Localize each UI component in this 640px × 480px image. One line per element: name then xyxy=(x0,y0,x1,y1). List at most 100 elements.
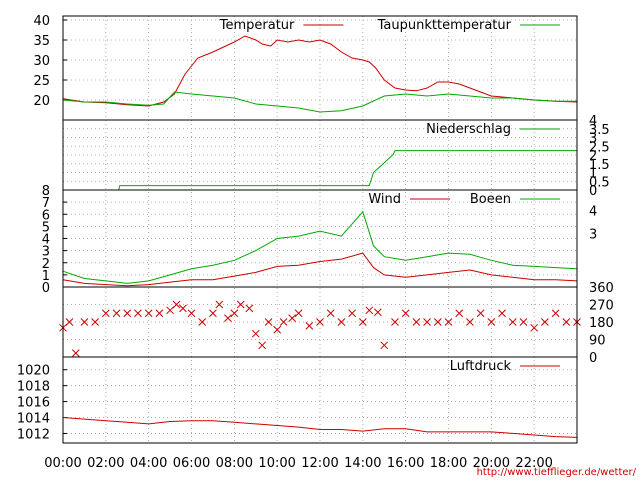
y-tick-label-right: 0 xyxy=(589,351,597,366)
y-tick-label-right: 3.5 xyxy=(589,123,610,138)
panel-frame xyxy=(62,356,578,444)
wind-direction-point xyxy=(209,309,217,318)
wind-direction-point xyxy=(551,309,560,318)
legend-label: Taupunkttemperatur xyxy=(377,18,512,33)
y-tick-label-left: 2 xyxy=(42,257,50,272)
wind-direction-point xyxy=(519,318,528,326)
y-tick-label-left: 20 xyxy=(33,94,50,109)
x-tick-label: 10:00 xyxy=(258,456,295,471)
series-line xyxy=(62,210,578,284)
wind-direction-point xyxy=(144,309,153,318)
y-tick-label-left: 1018 xyxy=(17,380,50,395)
wind-direction-point xyxy=(316,318,324,326)
y-tick-label-right: 360 xyxy=(589,281,614,296)
wind-direction-point xyxy=(294,309,303,318)
wind-direction-point xyxy=(224,314,232,322)
series-line xyxy=(62,35,578,107)
y-tick-label-right: 180 xyxy=(589,316,614,331)
wind-direction-point xyxy=(466,318,474,326)
wind-direction-point xyxy=(198,318,207,326)
x-tick-label: 16:00 xyxy=(387,456,424,471)
wind-direction-point xyxy=(215,300,224,309)
wind-direction-point xyxy=(508,318,517,326)
wind-direction-point xyxy=(91,318,99,326)
series-line xyxy=(62,91,577,113)
wind-direction-point xyxy=(358,318,367,326)
wind-direction-point xyxy=(179,304,187,313)
wind-direction-point xyxy=(258,341,267,350)
wind-direction-point xyxy=(337,318,346,326)
y-tick-label-left: 1 xyxy=(42,269,50,284)
wind-direction-point xyxy=(365,306,374,315)
y-tick-label-right: 4 xyxy=(589,205,597,220)
x-tick-label: 02:00 xyxy=(87,456,124,471)
legend-label: Luftdruck xyxy=(450,359,512,374)
wind-direction-point xyxy=(562,318,571,326)
wind-direction-point xyxy=(530,323,539,332)
y-tick-label-right: 0 xyxy=(589,184,597,199)
wind-direction-point xyxy=(391,318,399,326)
y-tick-label-left: 7 xyxy=(42,196,50,211)
legend-label: Wind xyxy=(368,192,401,207)
wind-direction-point xyxy=(288,314,297,322)
wind-direction-point xyxy=(236,300,245,309)
y-tick-label-right: 2 xyxy=(589,149,597,164)
legend-label: Niederschlag xyxy=(426,122,511,137)
wind-direction-point xyxy=(155,309,164,318)
y-tick-label-left: 5 xyxy=(42,220,50,235)
wind-direction-point xyxy=(245,304,254,313)
y-tick-label-left: 3 xyxy=(42,245,50,260)
x-tick-label: 06:00 xyxy=(173,456,210,471)
wind-direction-point xyxy=(476,309,485,318)
wind-direction-point xyxy=(264,318,273,326)
y-tick-label-right: 270 xyxy=(589,299,614,314)
wind-direction-point xyxy=(541,318,549,326)
y-tick-label-right: 2.5 xyxy=(589,140,610,155)
wind-direction-point xyxy=(305,322,314,330)
x-tick-label: 08:00 xyxy=(216,456,253,471)
y-tick-label-left: 35 xyxy=(33,34,50,49)
series-line xyxy=(62,417,578,438)
y-tick-label-left: 8 xyxy=(42,184,50,199)
wind-direction-point xyxy=(279,318,288,326)
wind-direction-point xyxy=(455,309,464,318)
wind-direction-point xyxy=(251,329,260,338)
wind-direction-point xyxy=(172,300,181,309)
y-tick-label-left: 0 xyxy=(42,281,50,296)
wind-direction-point xyxy=(101,309,110,318)
y-tick-label-right: 3 xyxy=(589,132,597,147)
y-tick-label-right: 90 xyxy=(589,334,606,349)
wind-direction-point xyxy=(166,306,174,315)
y-tick-label-left: 6 xyxy=(42,208,50,223)
wind-direction-point xyxy=(112,309,121,318)
legend-label: Temperatur xyxy=(219,18,295,33)
wind-direction-point xyxy=(273,325,282,334)
y-tick-label-right: 4 xyxy=(589,114,597,129)
y-tick-label-right: 1.5 xyxy=(589,158,610,173)
wind-direction-point xyxy=(444,318,453,326)
x-tick-label: 14:00 xyxy=(344,456,381,471)
series-line xyxy=(63,150,577,191)
wind-direction-point xyxy=(380,341,389,350)
wind-direction-point xyxy=(423,318,431,326)
y-tick-label-right: 3 xyxy=(589,228,597,243)
y-tick-label-left: 25 xyxy=(33,74,50,89)
wind-direction-point xyxy=(123,309,132,318)
wind-direction-point xyxy=(187,309,196,318)
wind-direction-point xyxy=(401,309,410,318)
y-tick-label-left: 1014 xyxy=(17,412,50,427)
wind-direction-point xyxy=(326,309,335,318)
legend-label: Boeen xyxy=(470,192,511,207)
wind-direction-point xyxy=(71,349,80,357)
x-tick-label: 04:00 xyxy=(130,456,167,471)
footer-url: http://www.tiefflieger.de/wetter/ xyxy=(477,467,637,478)
wind-direction-point xyxy=(230,309,239,318)
wind-direction-point xyxy=(373,308,382,317)
y-tick-label-left: 1016 xyxy=(17,396,50,411)
y-tick-label-left: 4 xyxy=(42,233,50,248)
x-tick-label: 12:00 xyxy=(301,456,338,471)
wind-direction-point xyxy=(412,318,421,326)
x-tick-label: 22:00 xyxy=(515,456,552,471)
y-tick-label-right: 0.5 xyxy=(589,175,610,190)
y-tick-label-left: 40 xyxy=(33,14,50,29)
